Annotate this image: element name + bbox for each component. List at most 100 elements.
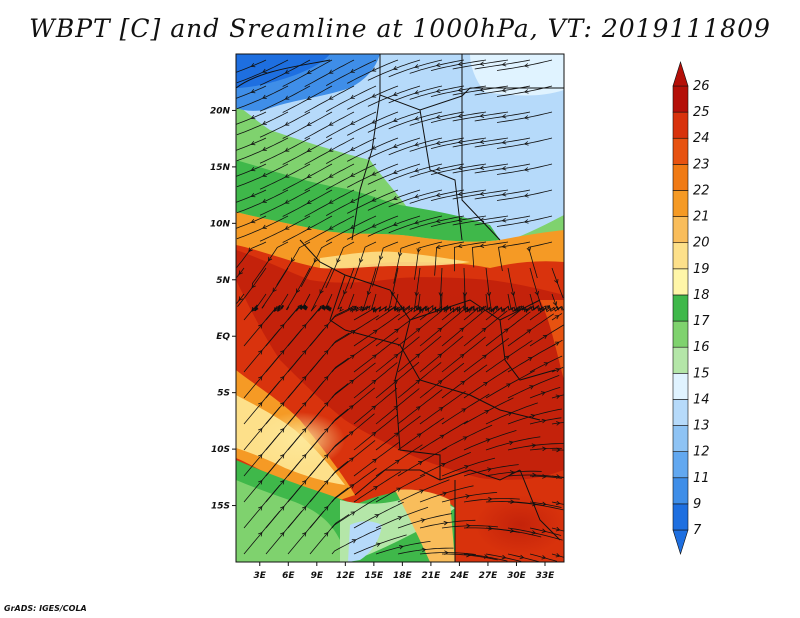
- colorbar-swatch: [672, 320, 689, 348]
- streamline-arrow: [443, 308, 448, 313]
- streamline-arrow: [324, 305, 330, 311]
- streamline-arrow: [438, 407, 444, 412]
- streamline-arrow: [542, 474, 547, 479]
- streamline-arrow: [238, 270, 243, 275]
- streamline-arrow: [280, 505, 285, 511]
- streamline-arrow: [302, 479, 307, 485]
- streamline-arrow: [262, 94, 267, 99]
- streamline-arrow: [555, 500, 561, 506]
- streamline-arrow: [258, 505, 263, 511]
- streamline-arrow: [531, 501, 537, 507]
- streamline-arrow: [251, 283, 256, 289]
- streamline-arrow: [250, 63, 256, 68]
- streamline: [529, 553, 558, 562]
- colorbar-swatch: [672, 477, 689, 505]
- streamline-arrow: [328, 95, 334, 100]
- streamline-arrow: [531, 443, 537, 448]
- lat-tick-label: 20N: [210, 106, 231, 116]
- streamline-arrow: [543, 362, 549, 367]
- streamline-arrow: [284, 199, 290, 204]
- colorbar-label: 9: [693, 497, 701, 512]
- lon-tick-label: 6E: [282, 571, 295, 581]
- colorbar-swatch: [672, 503, 689, 531]
- streamline-arrow: [319, 289, 324, 295]
- streamline-arrow: [302, 349, 307, 355]
- streamline-arrow: [481, 327, 487, 333]
- streamline-arrow: [435, 192, 441, 198]
- streamline-arrow: [443, 520, 449, 526]
- streamline-arrow: [350, 68, 355, 73]
- streamline-arrow: [554, 315, 560, 320]
- streamline-arrow: [457, 61, 463, 67]
- streamline-arrow: [482, 354, 487, 359]
- streamline-arrow: [302, 505, 307, 511]
- streamline-arrow: [302, 453, 307, 459]
- streamline-arrow: [461, 408, 467, 413]
- streamline-arrow: [306, 199, 312, 204]
- streamline-arrow: [277, 307, 282, 313]
- streamline-arrow: [506, 383, 511, 388]
- colorbar-swatch: [672, 190, 689, 217]
- streamline-arrow: [484, 410, 490, 415]
- streamline-arrow: [268, 256, 273, 262]
- streamline-arrow: [466, 308, 472, 313]
- streamline-arrow: [531, 530, 537, 535]
- colorbar-label: 24: [693, 131, 710, 146]
- streamline-arrow: [350, 511, 356, 516]
- latitude-axis: 20N 15N 10N 5N EQ 5S 10S 15S: [210, 106, 236, 512]
- streamline-arrow: [395, 459, 400, 464]
- streamline-arrow: [396, 487, 402, 492]
- streamline-arrow: [464, 465, 469, 470]
- streamline-arrow: [556, 421, 561, 426]
- streamline-arrow: [258, 323, 263, 329]
- streamline-arrow: [366, 290, 372, 296]
- streamline-arrow: [302, 401, 307, 407]
- lon-tick-label: 18E: [393, 571, 413, 581]
- lat-tick-label: EQ: [216, 332, 230, 342]
- streamline-arrow: [328, 173, 334, 178]
- streamline-arrow: [466, 523, 471, 529]
- streamline-arrow: [435, 166, 441, 172]
- streamline-arrow: [272, 287, 277, 293]
- streamline-arrow: [501, 243, 507, 249]
- colorbar-label: 20: [693, 236, 710, 251]
- colorbar-swatch: [672, 242, 689, 270]
- streamline-arrow: [350, 94, 355, 99]
- streamline-arrow: [442, 491, 448, 496]
- streamline-arrow: [441, 462, 446, 468]
- map-title: WBPT [C] and Sreamline at 1000hPa, VT: 2…: [29, 14, 771, 43]
- streamline-arrow: [306, 225, 312, 230]
- streamline-arrow: [541, 528, 547, 533]
- streamline-arrow: [324, 401, 329, 407]
- lon-tick-label: 30E: [507, 571, 527, 581]
- streamline-arrow: [375, 542, 381, 547]
- streamline-arrow: [250, 89, 256, 94]
- streamline-arrow: [508, 440, 514, 446]
- streamline-arrow: [545, 305, 551, 310]
- streamline-arrow: [284, 69, 290, 74]
- streamline-arrow: [416, 433, 422, 438]
- streamline-arrow: [306, 173, 312, 178]
- colorbar-swatch: [672, 216, 689, 244]
- streamline-arrow: [328, 147, 334, 152]
- streamline-arrow: [541, 555, 547, 560]
- streamline-arrow: [371, 197, 377, 202]
- streamline-arrow: [457, 113, 463, 119]
- streamline-arrow: [414, 168, 419, 173]
- lon-tick-label: 24E: [450, 571, 470, 581]
- streamline-arrow: [466, 552, 471, 558]
- streamline-arrow: [414, 220, 419, 225]
- streamline-arrow: [394, 328, 400, 333]
- colorbar-swatch: [672, 137, 689, 165]
- streamline-arrow: [523, 193, 529, 198]
- streamline: [236, 267, 245, 278]
- streamline-arrow: [280, 453, 285, 459]
- colorbar-swatch: [672, 294, 689, 322]
- streamline-arrow: [258, 375, 263, 381]
- streamline-arrow: [479, 139, 485, 144]
- streamline-arrow: [504, 355, 510, 360]
- colorbar-swatch: [672, 111, 689, 139]
- lon-tick-label: 12E: [336, 571, 356, 581]
- streamline-arrow: [324, 531, 329, 537]
